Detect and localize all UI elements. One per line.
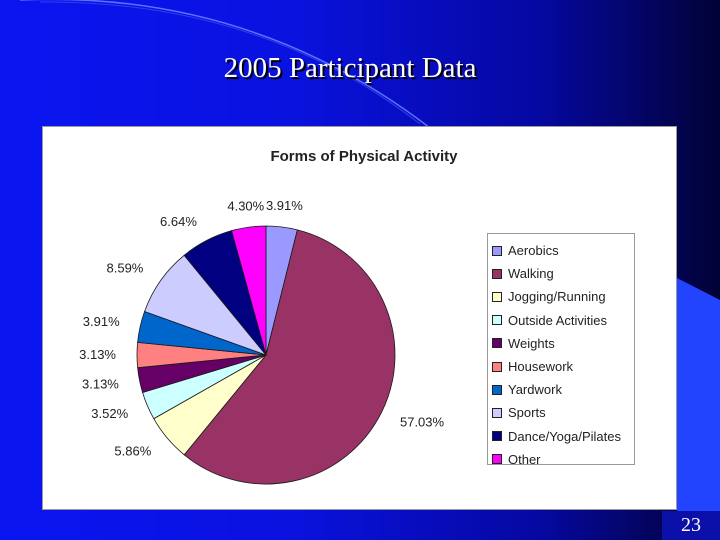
chart-title: Forms of Physical Activity	[270, 148, 458, 165]
decorative-arc	[20, 0, 431, 129]
legend-swatch	[492, 338, 502, 349]
chart-panel: Forms of Physical Activity 3.91% 57.03% 5.…	[42, 126, 677, 510]
pie-chart: 3.91% 57.03% 5.86% 3.52% 3.13% 3.13% 3.91% 8.59…	[79, 198, 445, 485]
data-label-outside-activities: 3.52%	[91, 406, 128, 421]
legend-label: Sports	[508, 405, 546, 421]
decorative-corner-shape	[677, 278, 720, 540]
data-label-walking: 57.03%	[400, 414, 445, 429]
legend-label: Dance/Yoga/Pilates	[508, 428, 621, 444]
legend-label: Other	[508, 451, 541, 467]
legend-item-yardwork: Yardwork	[488, 378, 634, 401]
legend-swatch	[492, 431, 502, 442]
legend-label: Aerobics	[508, 243, 559, 259]
legend-item-sports: Sports	[488, 401, 634, 424]
data-label-housework: 3.13%	[79, 347, 116, 362]
legend-label: Walking	[508, 266, 554, 282]
data-label-sports: 8.59%	[107, 261, 144, 276]
legend-swatch	[492, 361, 502, 372]
legend-item-housework: Housework	[488, 355, 634, 378]
legend-item-other: Other	[488, 448, 634, 471]
legend-swatch	[492, 245, 502, 256]
page-number: 23	[662, 511, 720, 540]
legend-swatch	[492, 407, 502, 418]
data-label-dance-yoga-pilates: 6.64%	[160, 214, 197, 229]
legend-label: Housework	[508, 359, 574, 375]
pie-slice-other	[231, 225, 267, 356]
legend-item-dance-yoga-pilates: Dance/Yoga/Pilates	[488, 425, 634, 448]
pie-slice-walking	[183, 229, 396, 485]
slide-title: 2005 Participant Data	[223, 52, 477, 84]
legend-item-outside-activities: Outside Activities	[488, 309, 634, 332]
legend-swatch	[492, 268, 502, 279]
decorative-arc-shadow	[39, 1, 421, 125]
legend-item-aerobics: Aerobics	[488, 239, 634, 262]
data-label-jogging-running: 5.86%	[114, 444, 151, 459]
legend-swatch	[492, 384, 502, 395]
legend-item-weights: Weights	[488, 332, 634, 355]
legend-label: Jogging/Running	[508, 289, 606, 305]
data-label-aerobics: 3.91%	[266, 198, 303, 213]
data-label-weights: 3.13%	[82, 376, 119, 391]
chart-legend: Aerobics Walking Jogging/Running Outside Ac…	[487, 233, 635, 467]
legend-swatch	[492, 315, 502, 326]
legend-item-jogging-running: Jogging/Running	[488, 285, 634, 308]
legend-label: Weights	[508, 335, 555, 351]
legend-label: Yardwork	[508, 382, 562, 398]
legend-item-walking: Walking	[488, 262, 634, 285]
legend-label: Outside Activities	[508, 312, 607, 328]
legend-swatch	[492, 291, 502, 302]
data-label-yardwork: 3.91%	[83, 314, 120, 329]
legend-swatch	[492, 454, 502, 465]
data-label-other: 4.30%	[227, 198, 264, 213]
